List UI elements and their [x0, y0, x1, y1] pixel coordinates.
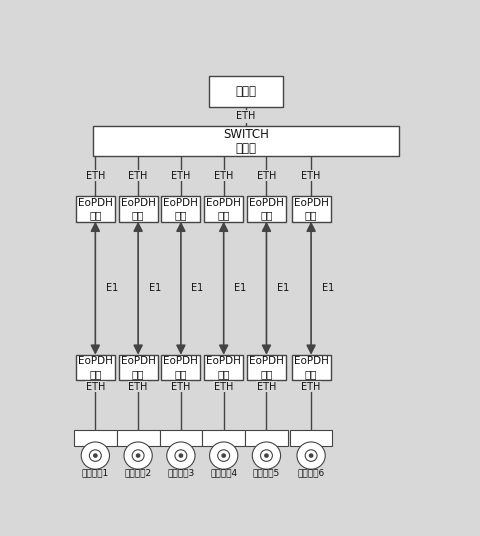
Text: ETH: ETH: [257, 382, 276, 392]
Bar: [159, 430, 202, 445]
Text: ETH: ETH: [171, 382, 191, 392]
Text: 网桥: 网桥: [305, 369, 317, 379]
Text: EoPDH: EoPDH: [249, 356, 284, 367]
Text: 采集监控6: 采集监控6: [298, 468, 325, 478]
Bar: [245, 430, 288, 445]
Text: 网桥: 网桥: [217, 210, 230, 220]
Ellipse shape: [221, 453, 226, 458]
Text: EoPDH: EoPDH: [78, 198, 113, 207]
Bar: [76, 196, 115, 221]
Text: 采集监控5: 采集监控5: [253, 468, 280, 478]
Text: ETH: ETH: [301, 382, 321, 392]
Text: 网桥: 网桥: [132, 210, 144, 220]
Text: ETH: ETH: [85, 171, 105, 181]
Bar: [94, 126, 398, 155]
Text: EoPDH: EoPDH: [164, 356, 198, 367]
Text: E1: E1: [106, 283, 118, 293]
Text: ETH: ETH: [301, 171, 321, 181]
Text: 网桥: 网桥: [260, 369, 273, 379]
Ellipse shape: [210, 442, 238, 469]
Text: 采集监控2: 采集监控2: [124, 468, 152, 478]
Bar: [119, 355, 157, 381]
Text: 采集监控4: 采集监控4: [210, 468, 237, 478]
Ellipse shape: [132, 450, 144, 461]
Text: 网桥: 网桥: [175, 210, 187, 220]
Ellipse shape: [305, 450, 317, 461]
Bar: [161, 355, 201, 381]
Ellipse shape: [81, 442, 109, 469]
Text: E1: E1: [322, 283, 334, 293]
Text: 采集监控3: 采集监控3: [167, 468, 194, 478]
Text: E1: E1: [277, 283, 289, 293]
Bar: [74, 430, 117, 445]
Text: EoPDH: EoPDH: [120, 198, 156, 207]
Ellipse shape: [218, 450, 229, 461]
Text: 交换机: 交换机: [236, 142, 256, 154]
Text: EoPDH: EoPDH: [206, 198, 241, 207]
Bar: [76, 355, 115, 381]
Text: 网桥: 网桥: [132, 369, 144, 379]
Text: ETH: ETH: [129, 382, 148, 392]
Text: ETH: ETH: [236, 111, 256, 121]
Text: 网桥: 网桥: [217, 369, 230, 379]
Bar: [204, 355, 243, 381]
Bar: [247, 355, 286, 381]
Text: 网桥: 网桥: [260, 210, 273, 220]
Bar: [161, 196, 201, 221]
Ellipse shape: [167, 442, 195, 469]
Text: 采集监控1: 采集监控1: [82, 468, 109, 478]
Text: EoPDH: EoPDH: [206, 356, 241, 367]
Text: EoPDH: EoPDH: [294, 356, 328, 367]
Bar: [209, 76, 283, 107]
Ellipse shape: [175, 450, 187, 461]
Ellipse shape: [309, 453, 313, 458]
Text: 网桥: 网桥: [89, 369, 102, 379]
Text: ETH: ETH: [129, 171, 148, 181]
Text: ETH: ETH: [214, 382, 233, 392]
Bar: [202, 430, 245, 445]
Text: EoPDH: EoPDH: [164, 198, 198, 207]
Text: 网桥: 网桥: [305, 210, 317, 220]
Bar: [290, 430, 333, 445]
Ellipse shape: [252, 442, 281, 469]
Bar: [117, 430, 159, 445]
Bar: [247, 196, 286, 221]
Ellipse shape: [136, 453, 141, 458]
Text: ETH: ETH: [214, 171, 233, 181]
Ellipse shape: [124, 442, 152, 469]
Text: ETH: ETH: [257, 171, 276, 181]
Ellipse shape: [93, 453, 98, 458]
Text: ETH: ETH: [85, 382, 105, 392]
Text: 服务器: 服务器: [236, 85, 256, 98]
Text: E1: E1: [234, 283, 246, 293]
Text: EoPDH: EoPDH: [120, 356, 156, 367]
Ellipse shape: [264, 453, 269, 458]
Bar: [291, 355, 331, 381]
Text: 网桥: 网桥: [175, 369, 187, 379]
Ellipse shape: [179, 453, 183, 458]
Bar: [119, 196, 157, 221]
Text: EoPDH: EoPDH: [249, 198, 284, 207]
Ellipse shape: [261, 450, 273, 461]
Text: EoPDH: EoPDH: [294, 198, 328, 207]
Ellipse shape: [89, 450, 101, 461]
Text: 网桥: 网桥: [89, 210, 102, 220]
Text: E1: E1: [192, 283, 204, 293]
Text: SWITCH: SWITCH: [223, 128, 269, 141]
Text: E1: E1: [148, 283, 161, 293]
Text: ETH: ETH: [171, 171, 191, 181]
Text: EoPDH: EoPDH: [78, 356, 113, 367]
Bar: [291, 196, 331, 221]
Bar: [204, 196, 243, 221]
Ellipse shape: [297, 442, 325, 469]
